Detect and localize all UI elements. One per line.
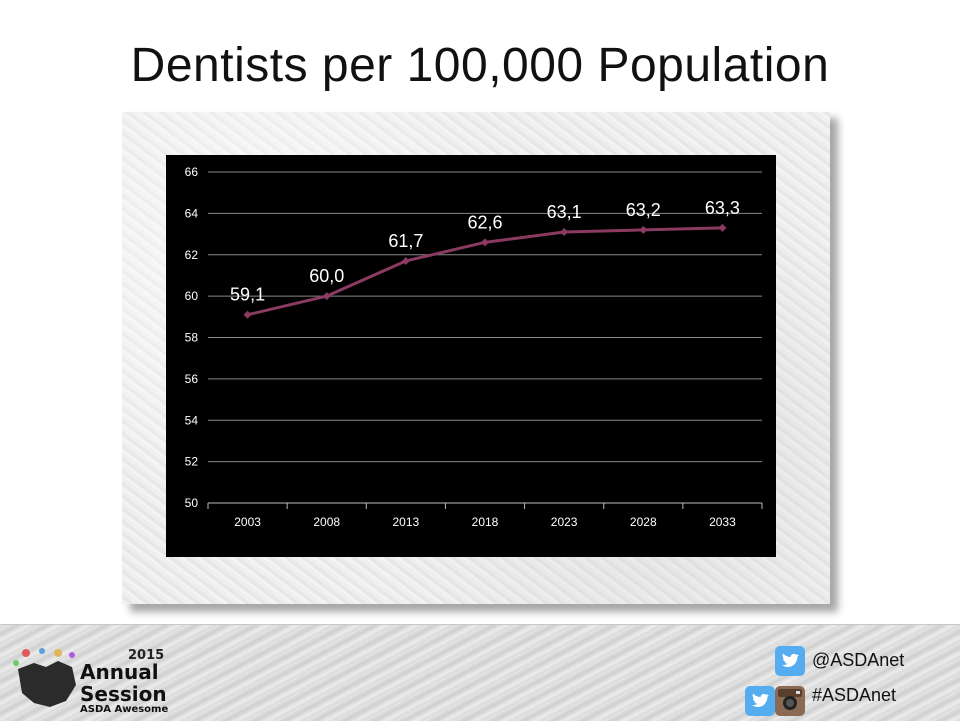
y-tick-label: 58 (185, 331, 199, 345)
x-tick-label: 2008 (313, 515, 340, 529)
data-point (481, 238, 489, 247)
y-tick-label: 50 (185, 496, 199, 510)
y-tick-label: 60 (185, 289, 199, 303)
data-label: 62,6 (467, 212, 502, 232)
data-point (718, 223, 727, 232)
data-label: 60,0 (309, 266, 344, 286)
logo-state-icon (13, 648, 76, 707)
logo-annual: Annual (80, 660, 159, 684)
x-tick-label: 2013 (393, 515, 420, 529)
x-tick-label: 2028 (630, 515, 657, 529)
logo-session: Session (80, 682, 167, 706)
y-tick-label: 54 (185, 413, 199, 427)
y-tick-label: 52 (185, 455, 199, 469)
x-tick-label: 2003 (234, 515, 261, 529)
data-point (639, 225, 648, 234)
y-tick-label: 62 (185, 248, 199, 262)
data-label: 63,3 (705, 198, 740, 218)
data-point (560, 227, 569, 236)
data-label: 63,2 (626, 200, 661, 220)
twitter-icon (745, 686, 775, 716)
x-tick-label: 2033 (709, 515, 736, 529)
chart-canvas: 50 52 54 56 58 60 62 64 66 2003 2008 2013 2018 2023 20… (185, 165, 763, 529)
slide-title: Dentists per 100,000 Population (130, 39, 830, 92)
data-point (243, 310, 252, 319)
x-tick-label: 2023 (551, 515, 578, 529)
line-chart: 50 52 54 56 58 60 62 64 66 2003 2008 2013 2018 2023 20… (166, 155, 776, 557)
data-label: 59,1 (230, 285, 265, 305)
logo-year: 2015 (128, 648, 165, 663)
data-label: 61,7 (388, 231, 423, 251)
hashtag: #ASDAnet (812, 685, 897, 705)
logo-tagline: ASDA Awesome (80, 704, 169, 715)
y-tick-label: 56 (185, 372, 199, 386)
instagram-icon (775, 686, 805, 716)
y-tick-label: 64 (185, 206, 199, 220)
data-label: 63,1 (547, 202, 582, 222)
twitter-icon (775, 646, 805, 676)
data-point (322, 292, 331, 301)
data-point (401, 256, 410, 265)
x-tick-label: 2018 (472, 515, 499, 529)
twitter-handle: @ASDAnet (812, 650, 905, 670)
y-tick-label: 66 (185, 165, 199, 179)
